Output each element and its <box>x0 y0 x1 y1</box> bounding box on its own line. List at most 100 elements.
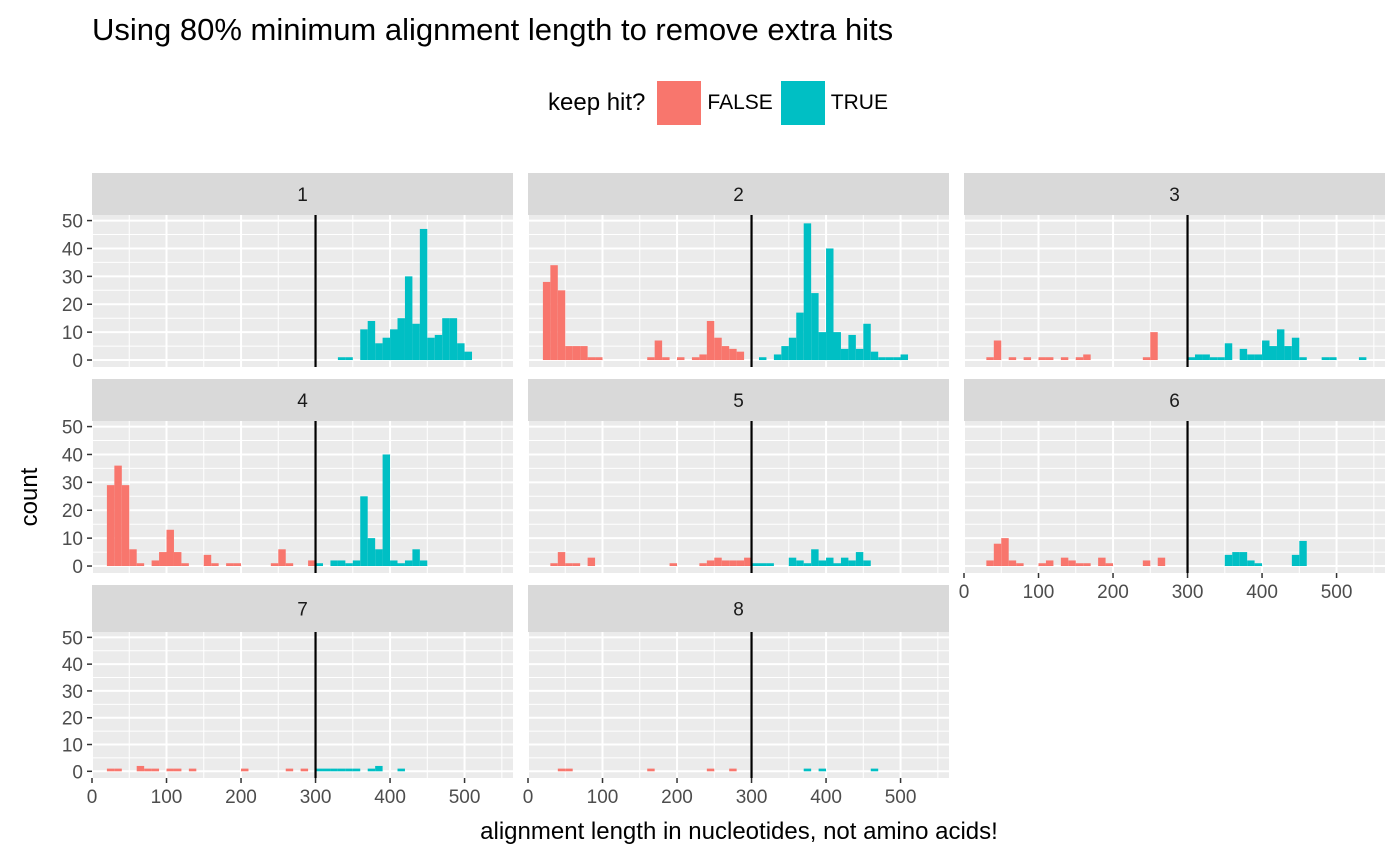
histogram-bar <box>315 563 323 567</box>
histogram-bar <box>796 560 804 567</box>
histogram-bar <box>352 560 361 567</box>
y-tick-label: 0 <box>72 762 83 783</box>
histogram-bar <box>315 768 323 772</box>
facet-label-1: 1 <box>297 185 308 206</box>
facet-strip-6 <box>964 379 1385 421</box>
histogram-bar <box>360 496 368 567</box>
histogram-bar <box>1068 560 1076 567</box>
histogram-bar <box>706 768 715 772</box>
histogram-bar <box>390 560 398 567</box>
histogram-bar <box>352 768 361 772</box>
histogram-bar <box>1254 563 1263 567</box>
facet-strip-1 <box>92 173 513 215</box>
histogram-bar <box>893 357 901 361</box>
histogram-bar <box>669 563 678 567</box>
histogram-bar <box>330 560 338 567</box>
histogram-bar <box>818 768 827 772</box>
y-tick-label: 30 <box>62 473 83 494</box>
facet-strip-4 <box>92 379 513 421</box>
histogram-bar <box>706 560 715 567</box>
x-tick-label: 100 <box>1023 582 1055 603</box>
histogram-bar <box>442 318 450 361</box>
histogram-bar <box>300 768 309 772</box>
y-tick-label: 20 <box>62 501 83 522</box>
x-tick-label: 0 <box>523 787 534 808</box>
x-tick-label: 100 <box>587 787 619 808</box>
histogram-bar <box>382 337 391 361</box>
histogram-bar <box>572 346 581 361</box>
histogram-bar <box>870 768 879 772</box>
y-tick-label: 0 <box>72 557 83 578</box>
histogram-bar <box>1209 357 1218 361</box>
facet-strip-2 <box>528 173 949 215</box>
histogram-bar <box>811 293 819 361</box>
histogram-bar <box>986 560 994 567</box>
histogram-bar <box>449 318 458 361</box>
histogram-bar <box>427 337 435 361</box>
histogram-bar <box>580 346 588 361</box>
x-tick-label: 300 <box>1172 582 1204 603</box>
histogram-bar <box>1008 560 1017 567</box>
histogram-bar <box>550 563 558 567</box>
histogram-bar <box>1008 357 1017 361</box>
x-tick-label: 400 <box>374 787 406 808</box>
facet-label-2: 2 <box>733 185 744 206</box>
histogram-bar <box>1083 563 1091 567</box>
histogram-bar <box>1060 357 1069 361</box>
histogram-bar <box>1038 563 1046 567</box>
histogram-bar <box>557 552 566 567</box>
panel-bg-3 <box>964 215 1385 367</box>
x-tick-label: 200 <box>661 787 693 808</box>
y-tick-label: 40 <box>62 239 83 260</box>
facet-strip-5 <box>528 379 949 421</box>
histogram-bar <box>1083 354 1091 361</box>
histogram-bar <box>1269 346 1277 361</box>
histogram-bar <box>173 768 182 772</box>
histogram-bar <box>203 554 212 567</box>
histogram-bar <box>397 318 405 361</box>
histogram-bar <box>826 248 834 361</box>
histogram-bar <box>136 563 145 567</box>
facet-label-4: 4 <box>297 391 308 412</box>
histogram-bar <box>848 334 856 361</box>
histogram-bar <box>419 228 428 361</box>
histogram-bar <box>855 348 864 361</box>
histogram-bar <box>375 549 383 567</box>
histogram-bar <box>285 563 294 567</box>
histogram-bar <box>773 354 782 361</box>
histogram-bar <box>121 485 130 567</box>
histogram-bar <box>803 563 812 567</box>
facet-label-8: 8 <box>733 600 744 621</box>
histogram-bar <box>565 346 573 361</box>
facet-label-5: 5 <box>733 391 744 412</box>
histogram-bar <box>803 223 812 361</box>
histogram-bar <box>1157 557 1166 567</box>
panel-bg-4 <box>92 421 513 573</box>
histogram-bar <box>166 529 174 567</box>
histogram-bar <box>751 563 759 567</box>
histogram-bar <box>1329 357 1337 361</box>
histogram-bar <box>1098 557 1106 567</box>
y-tick-label: 20 <box>62 709 83 730</box>
histogram-bar <box>744 557 752 567</box>
legend-item-false: FALSE <box>657 81 773 125</box>
histogram-bar <box>699 354 707 361</box>
histogram-bar <box>457 343 465 361</box>
histogram-bar <box>565 768 573 772</box>
x-tick-label: 200 <box>225 787 257 808</box>
histogram-bar <box>1262 340 1270 361</box>
histogram-bar <box>1038 357 1046 361</box>
histogram-bar <box>322 768 331 772</box>
histogram-bar <box>788 557 797 567</box>
histogram-bar <box>736 560 745 567</box>
facet-label-7: 7 <box>297 600 308 621</box>
histogram-bar <box>1045 357 1054 361</box>
histogram-bar <box>1105 563 1114 567</box>
histogram-bar <box>1299 540 1307 567</box>
histogram-bar <box>848 560 856 567</box>
histogram-bar <box>833 563 841 567</box>
histogram-bar <box>382 454 391 567</box>
facet-label-3: 3 <box>1169 185 1180 206</box>
histogram-bar <box>758 563 767 567</box>
